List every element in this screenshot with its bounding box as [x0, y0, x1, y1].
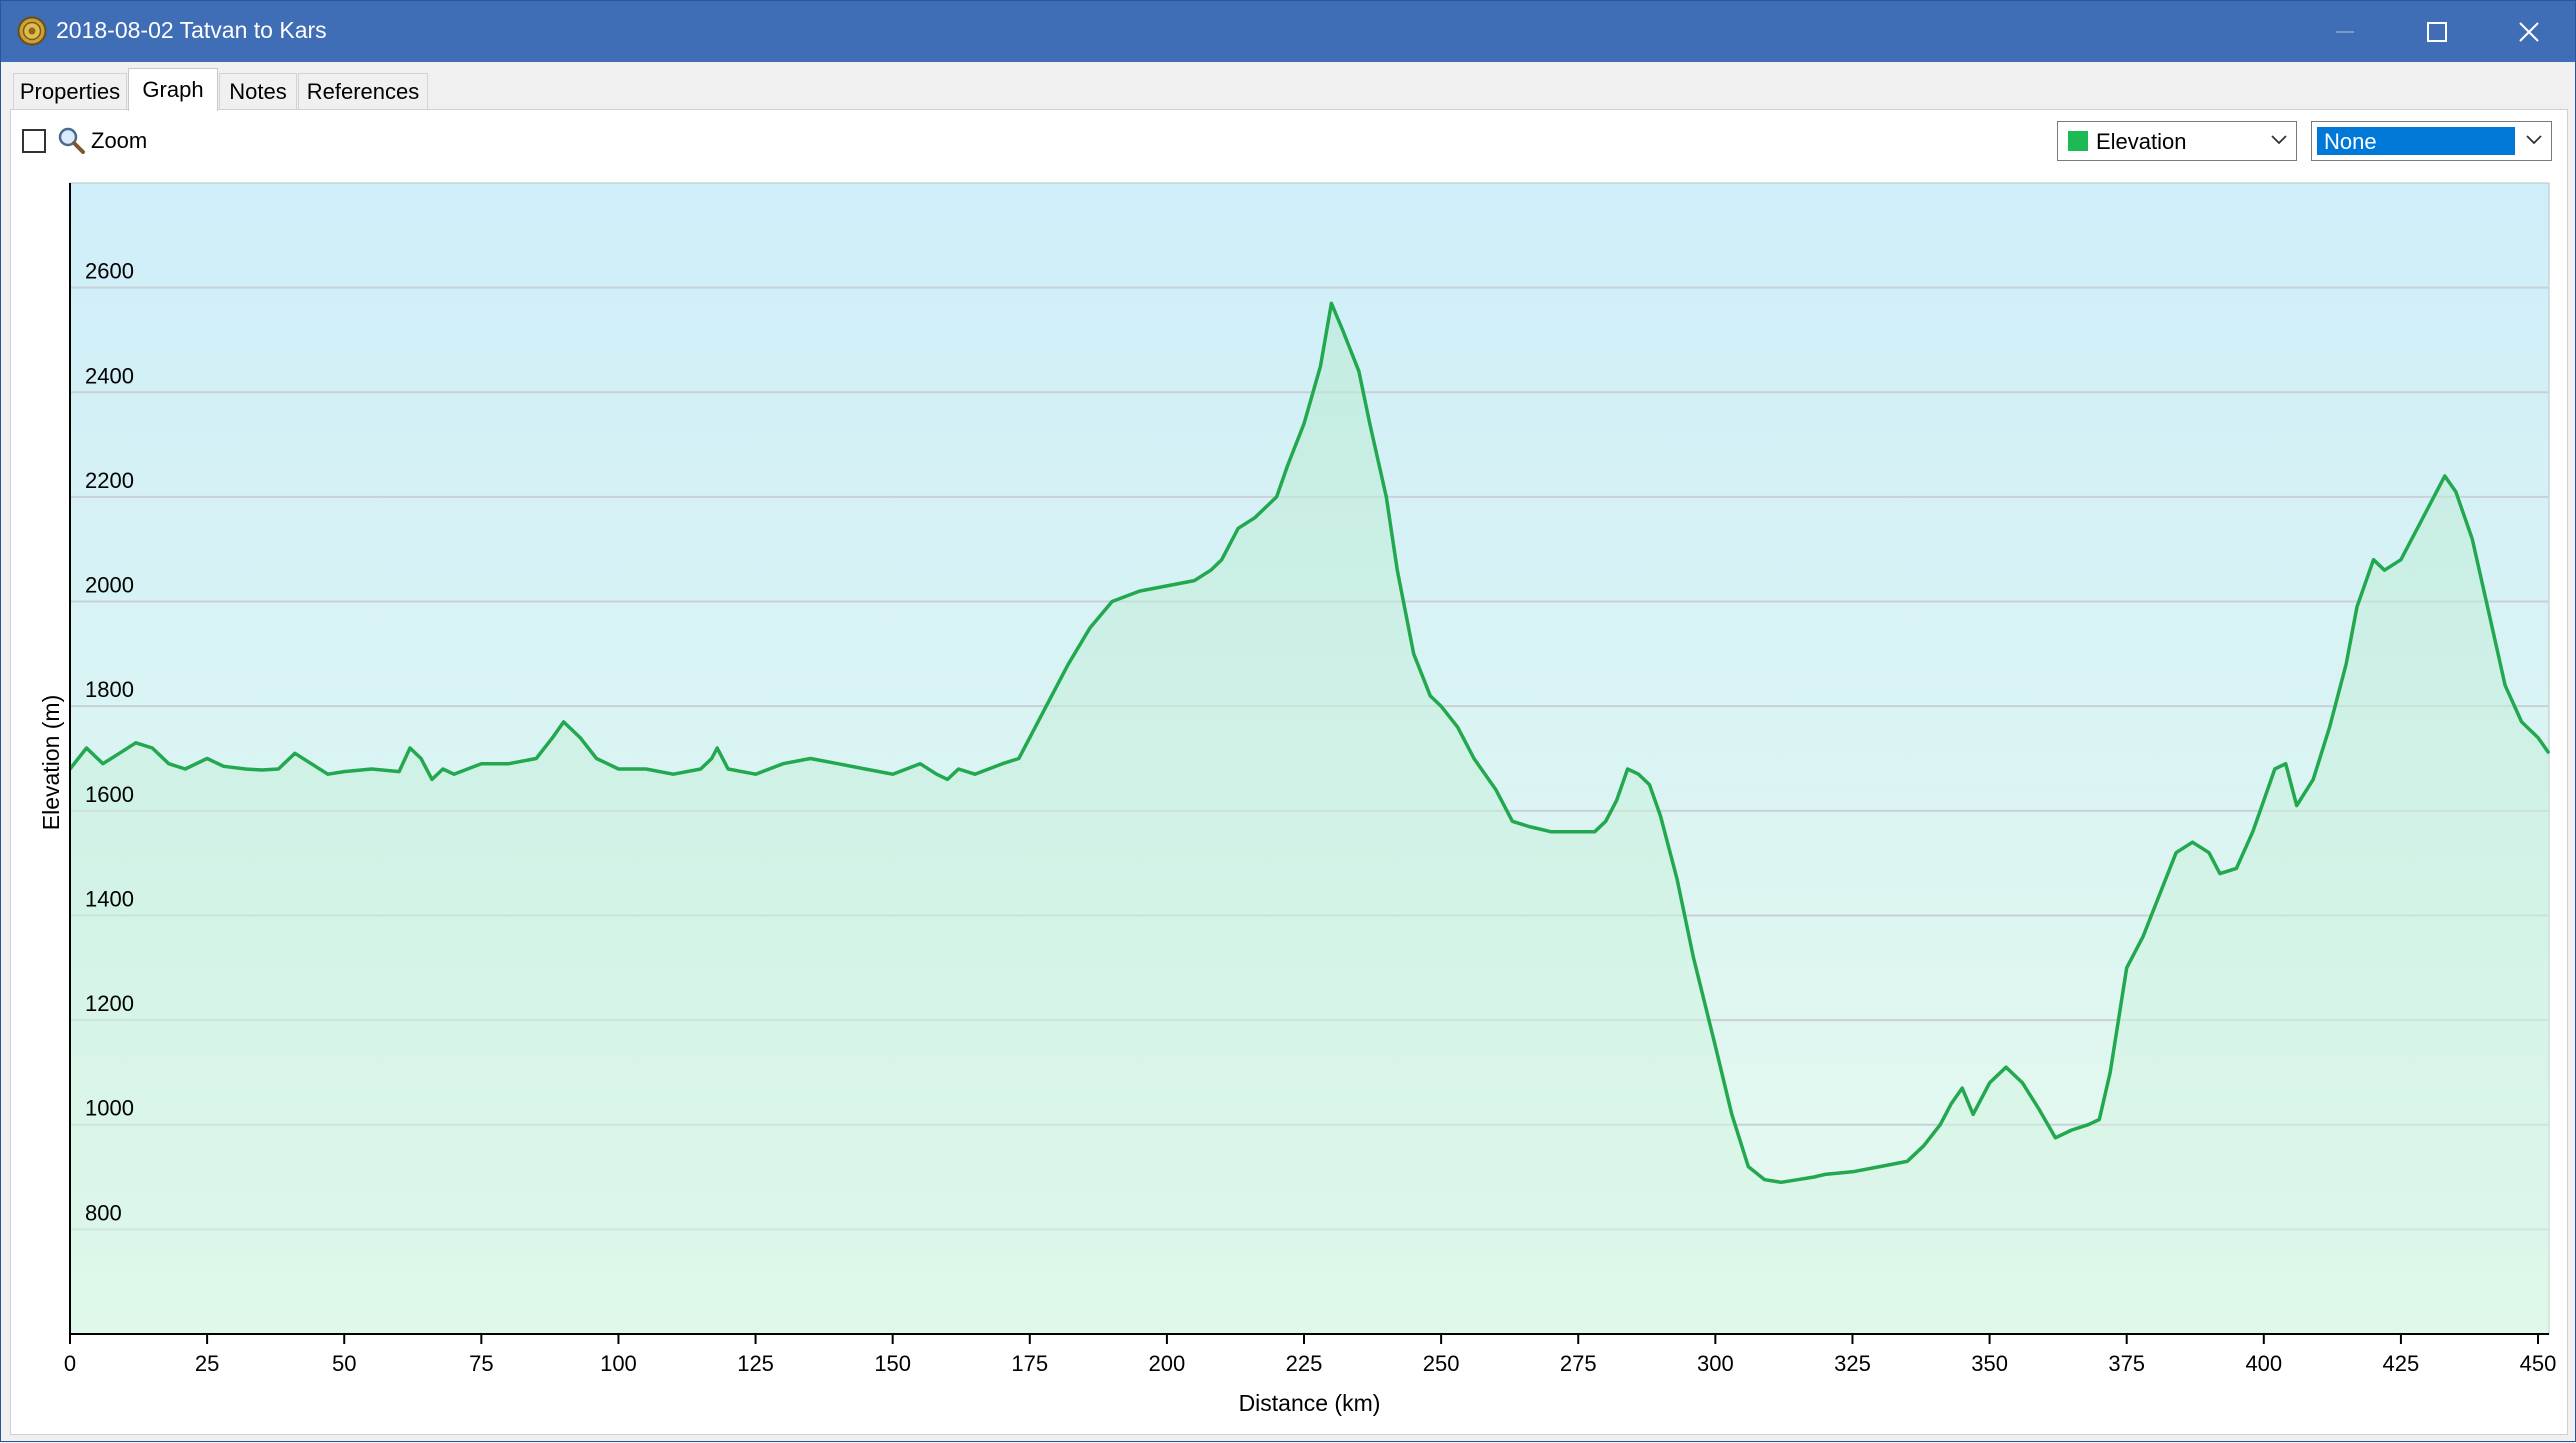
y-axis-title: Elevation (m) — [38, 695, 64, 830]
x-tick-label: 425 — [2383, 1351, 2420, 1376]
tab-notes[interactable]: Notes — [219, 73, 297, 109]
zoom-label: Zoom — [91, 128, 148, 153]
x-tick-label: 25 — [195, 1351, 219, 1376]
x-tick-label: 125 — [737, 1351, 774, 1376]
series-select-value: Elevation — [2096, 129, 2187, 154]
x-axis-title: Distance (km) — [1239, 1390, 1381, 1416]
zoom-checkbox[interactable] — [22, 129, 46, 153]
x-tick-label: 75 — [469, 1351, 493, 1376]
x-tick-label: 0 — [64, 1351, 76, 1376]
y-tick-label: 1600 — [85, 782, 134, 807]
tab-strip — [1, 62, 2575, 110]
secondary-select-value: None — [2324, 129, 2377, 154]
magnifier-icon — [58, 127, 85, 154]
tab-references[interactable]: References — [298, 73, 428, 109]
y-tick-label: 2200 — [85, 468, 134, 493]
elevation-line — [68, 301, 2551, 1185]
x-tick-label: 50 — [332, 1351, 356, 1376]
x-tick-label: 275 — [1560, 1351, 1597, 1376]
y-tick-label: 1400 — [85, 886, 134, 911]
x-tick-label: 175 — [1011, 1351, 1048, 1376]
y-tick-label: 800 — [85, 1200, 122, 1225]
x-tick-label: 350 — [1971, 1351, 2008, 1376]
y-tick-label: 2400 — [85, 363, 134, 388]
x-tick-label: 400 — [2245, 1351, 2282, 1376]
y-tick-label: 1800 — [85, 677, 134, 702]
maximize-button[interactable] — [2391, 1, 2483, 62]
x-tick-label: 300 — [1697, 1351, 1734, 1376]
series-color-swatch — [2068, 131, 2088, 151]
x-tick-label: 250 — [1423, 1351, 1460, 1376]
x-tick-label: 225 — [1286, 1351, 1323, 1376]
y-tick-label: 2000 — [85, 573, 134, 598]
x-tick-label: 375 — [2108, 1351, 2145, 1376]
x-tick-label: 325 — [1834, 1351, 1871, 1376]
y-tick-label: 2600 — [85, 259, 134, 284]
minimize-icon — [2336, 30, 2354, 33]
title-bar[interactable]: 2018-08-02 Tatvan to Kars — [1, 1, 2575, 62]
maximize-icon — [2427, 21, 2447, 42]
chevron-down-icon — [2526, 135, 2542, 145]
x-tick-label: 100 — [600, 1351, 637, 1376]
minimize-button[interactable] — [2299, 1, 2391, 62]
x-tick-labels: 0 25 50 75 100 125 150 175 200 225 250 275 300 325 350… — [64, 1351, 2557, 1376]
elevation-area — [70, 303, 2549, 1334]
x-tick-label: 150 — [874, 1351, 911, 1376]
axes — [69, 183, 2549, 1344]
series-select[interactable]: Elevation — [2057, 121, 2297, 161]
medal-icon — [17, 16, 47, 46]
tab-graph[interactable]: Graph — [128, 68, 218, 111]
y-tick-label: 1200 — [85, 991, 134, 1016]
close-button[interactable] — [2483, 1, 2575, 62]
selection-highlight — [2317, 127, 2515, 155]
x-tick-label: 200 — [1149, 1351, 1186, 1376]
secondary-series-select[interactable]: None — [2311, 121, 2552, 161]
x-tick-label: 450 — [2520, 1351, 2557, 1376]
close-icon — [2519, 21, 2539, 42]
tab-properties[interactable]: Properties — [13, 73, 127, 109]
y-tick-labels: 800 1000 1200 1400 1600 1800 2000 2200 2400 2600 — [85, 259, 134, 1226]
chevron-down-icon — [2271, 135, 2287, 145]
y-tick-label: 1000 — [85, 1096, 134, 1121]
window-title: 2018-08-02 Tatvan to Kars — [56, 17, 327, 43]
